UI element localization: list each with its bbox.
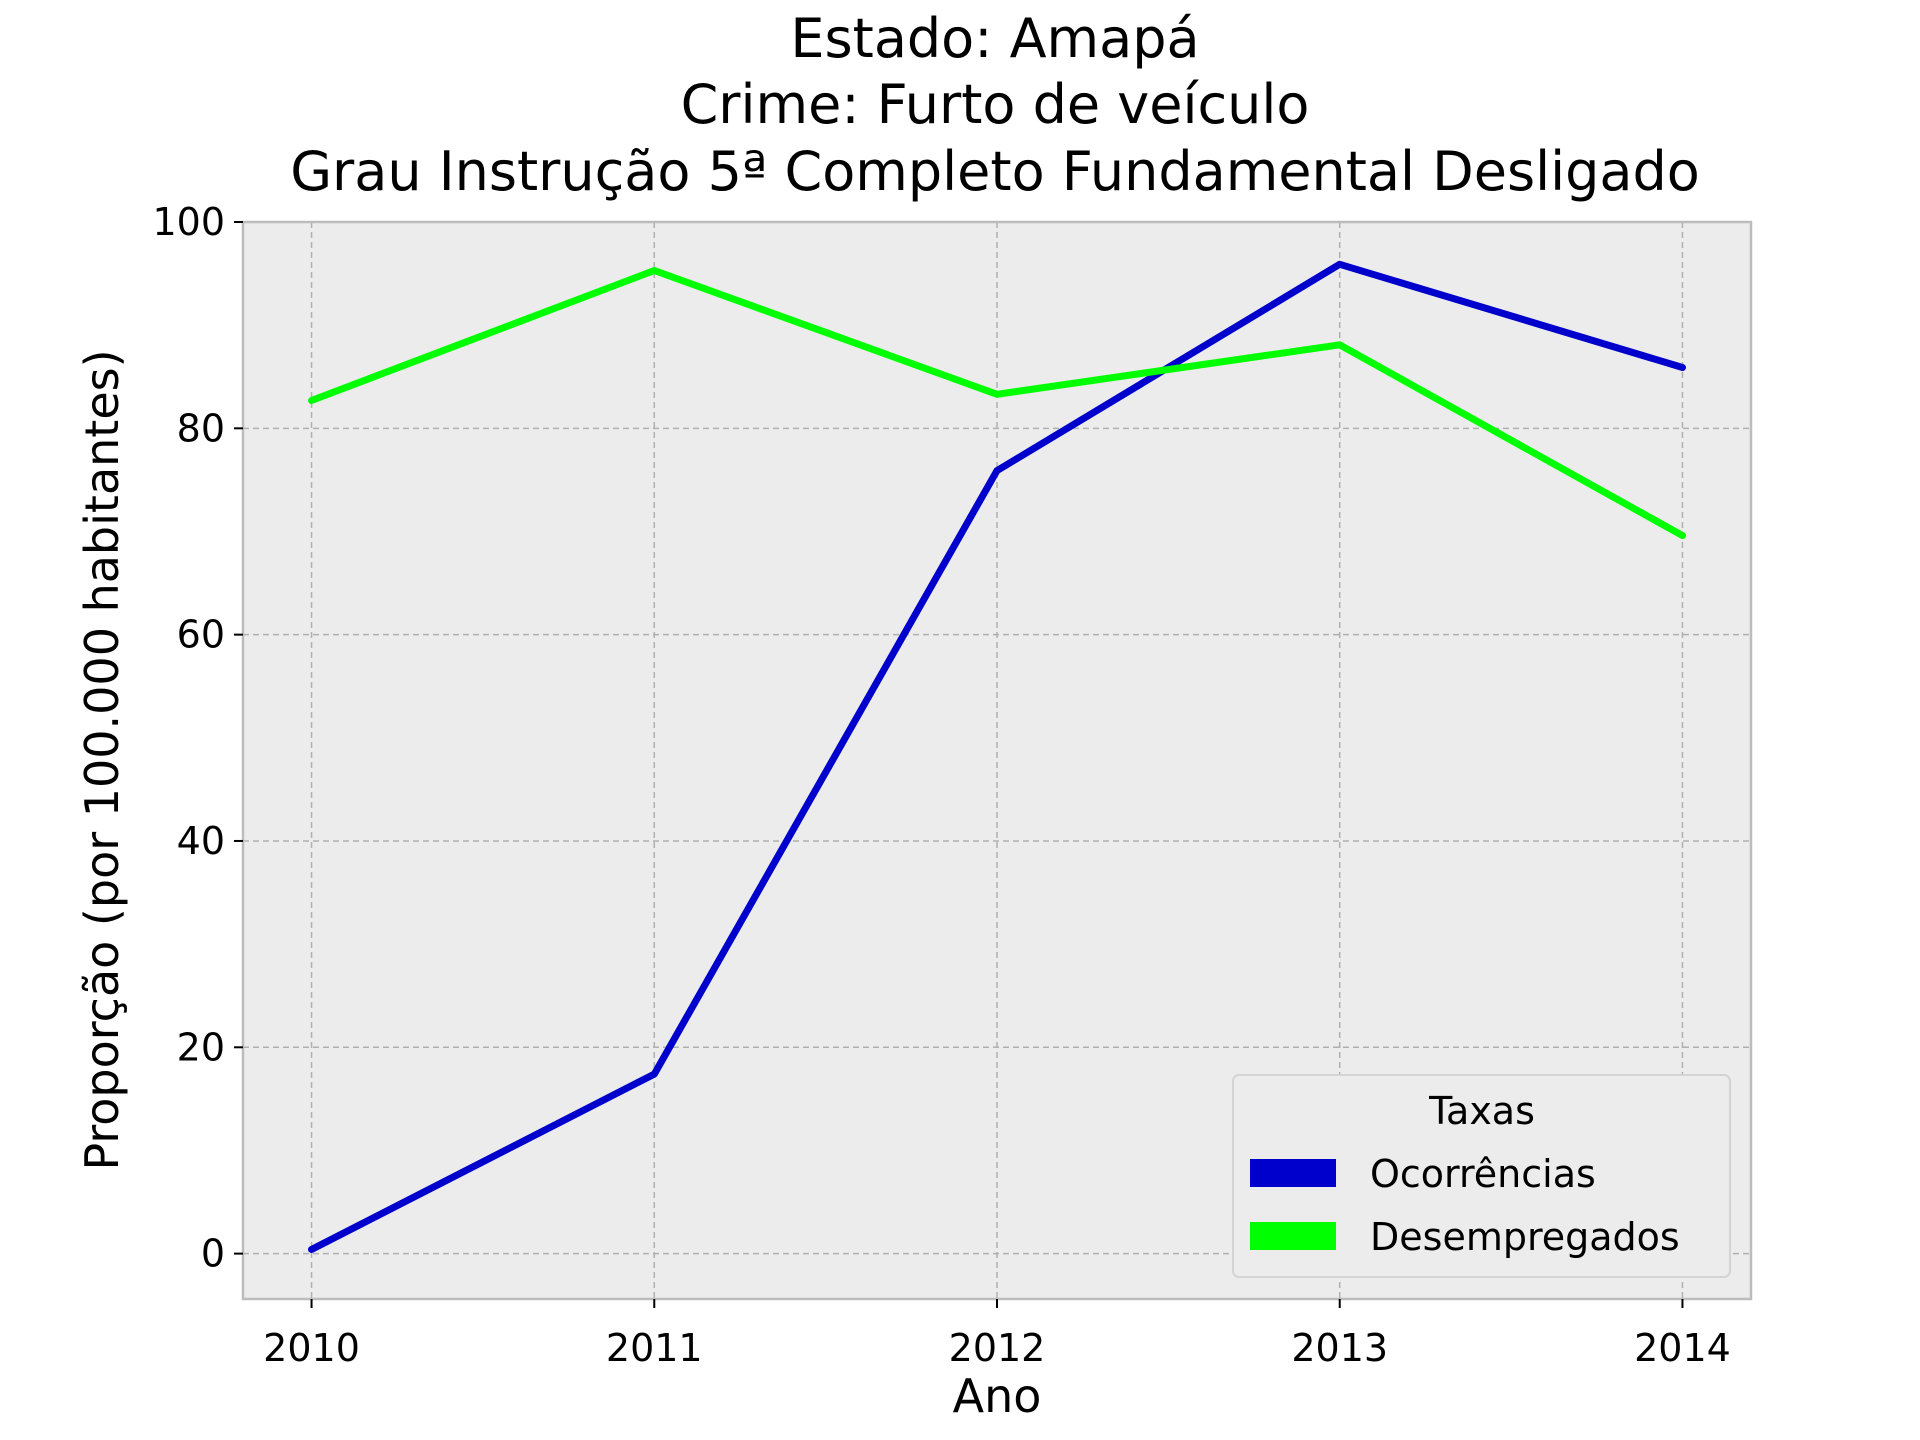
y-tick-label: 80 xyxy=(177,406,225,450)
y-tick-label: 0 xyxy=(201,1232,225,1276)
y-tick-label: 60 xyxy=(177,613,225,657)
x-tick-label: 2014 xyxy=(1634,1326,1731,1370)
x-tick-label: 2010 xyxy=(263,1326,360,1370)
series-line-ocorrencias xyxy=(308,260,1686,1253)
x-tick-label: 2013 xyxy=(1291,1326,1388,1370)
x-axis-title: Ano xyxy=(953,1369,1042,1423)
chart-title: Estado: Amapá Crime: Furto de veículo Gr… xyxy=(290,7,1700,203)
title-line-2: Crime: Furto de veículo xyxy=(681,73,1310,136)
legend-swatch-ocorrencias xyxy=(1250,1159,1336,1187)
y-tick-label: 40 xyxy=(177,819,225,863)
legend-title: Taxas xyxy=(1428,1089,1535,1133)
x-tick-label: 2012 xyxy=(949,1326,1046,1370)
y-tick-label: 100 xyxy=(152,200,225,244)
legend-label-ocorrencias: Ocorrências xyxy=(1370,1152,1596,1196)
axis-ticks: 2010 2011 2012 2013 2014 0 20 40 60 80 100 xyxy=(152,200,1730,1370)
series-lines xyxy=(308,260,1686,1253)
legend-label-desempregados: Desempregados xyxy=(1370,1215,1680,1259)
series-line-desempregados xyxy=(308,267,1686,540)
y-tick-label: 20 xyxy=(177,1025,225,1069)
x-tick-label: 2011 xyxy=(606,1326,703,1370)
legend: Taxas Ocorrências Desempregados xyxy=(1232,1074,1731,1278)
y-axis-title: Proporção (por 100.000 habitantes) xyxy=(75,349,129,1170)
title-line-1: Estado: Amapá xyxy=(790,7,1199,70)
legend-box xyxy=(1232,1074,1731,1278)
legend-swatch-desempregados xyxy=(1250,1222,1336,1250)
title-line-3: Grau Instrução 5ª Completo Fundamental D… xyxy=(290,140,1700,203)
